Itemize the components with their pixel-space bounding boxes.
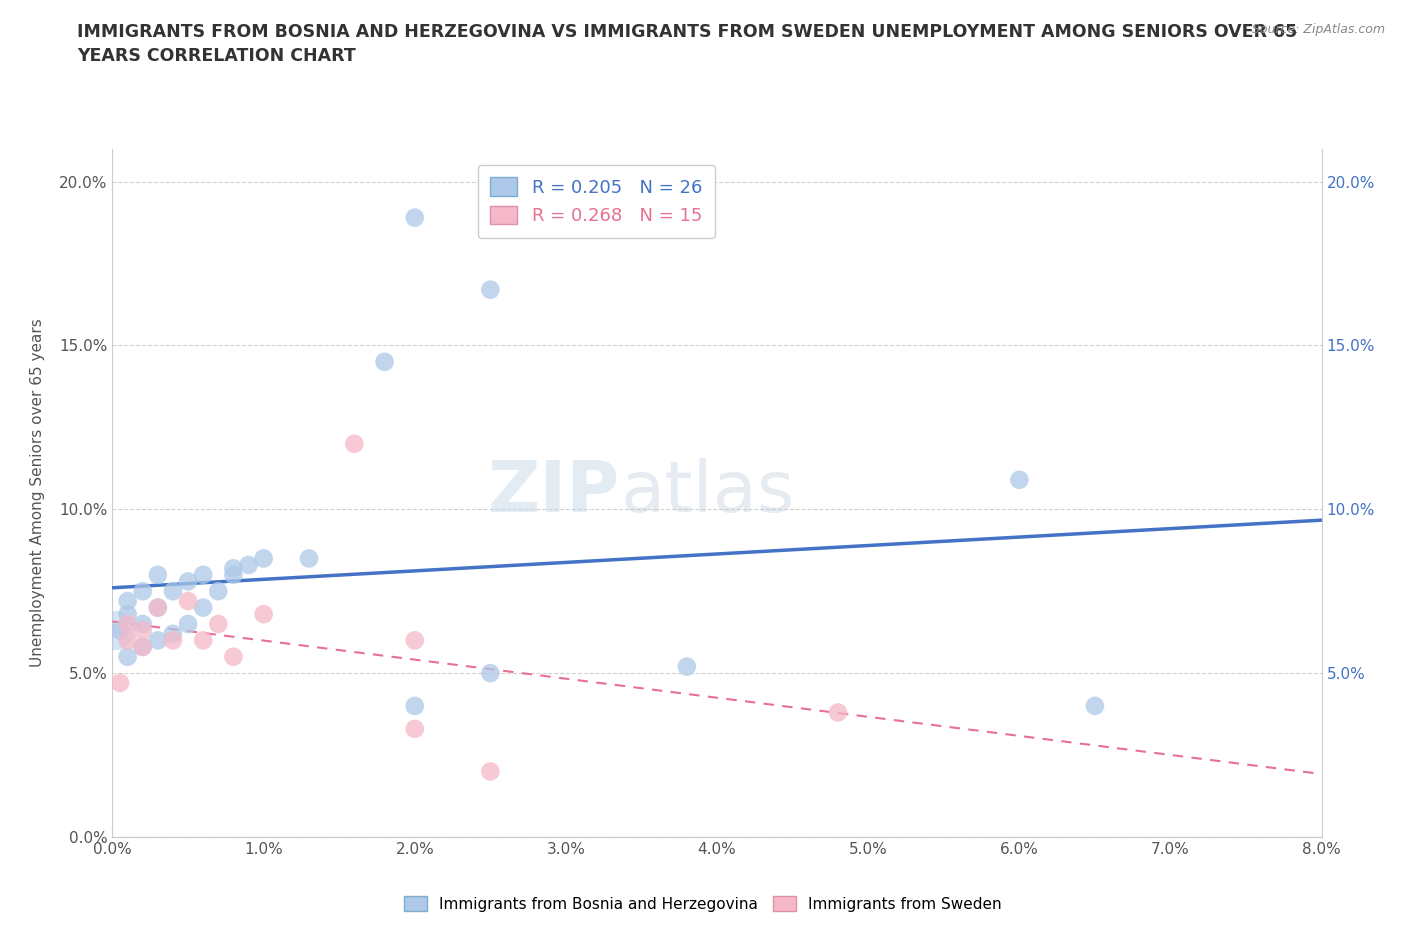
Point: [404, 633, 426, 648]
Point: [222, 561, 245, 576]
Point: [238, 558, 260, 573]
Point: [117, 593, 139, 608]
Point: [117, 633, 139, 648]
Point: [162, 584, 184, 599]
Point: [207, 617, 229, 631]
Point: [132, 640, 155, 655]
Text: atlas: atlas: [620, 458, 794, 527]
Point: [146, 600, 169, 615]
Point: [191, 633, 215, 648]
Legend: Immigrants from Bosnia and Herzegovina, Immigrants from Sweden: Immigrants from Bosnia and Herzegovina, …: [398, 889, 1008, 918]
Point: [108, 675, 131, 690]
Point: [479, 764, 502, 779]
Point: [404, 722, 426, 737]
Point: [108, 623, 131, 638]
Point: [1008, 472, 1031, 487]
Point: [827, 705, 849, 720]
Point: [675, 659, 697, 674]
Point: [162, 633, 184, 648]
Point: [253, 551, 276, 565]
Point: [132, 640, 155, 655]
Point: [191, 600, 215, 615]
Point: [479, 666, 502, 681]
Point: [404, 698, 426, 713]
Point: [191, 567, 215, 582]
Legend: R = 0.205   N = 26, R = 0.268   N = 15: R = 0.205 N = 26, R = 0.268 N = 15: [478, 165, 714, 238]
Point: [253, 606, 276, 621]
Point: [117, 606, 139, 621]
Point: [177, 574, 200, 589]
Point: [298, 551, 321, 565]
Point: [132, 584, 155, 599]
Point: [104, 623, 127, 638]
Point: [373, 354, 396, 369]
Point: [117, 649, 139, 664]
Point: [146, 633, 169, 648]
Point: [162, 627, 184, 642]
Point: [222, 567, 245, 582]
Point: [132, 617, 155, 631]
Point: [177, 593, 200, 608]
Point: [146, 600, 169, 615]
Text: Source: ZipAtlas.com: Source: ZipAtlas.com: [1251, 23, 1385, 36]
Text: ZIP: ZIP: [488, 458, 620, 527]
Point: [404, 210, 426, 225]
Text: IMMIGRANTS FROM BOSNIA AND HERZEGOVINA VS IMMIGRANTS FROM SWEDEN UNEMPLOYMENT AM: IMMIGRANTS FROM BOSNIA AND HERZEGOVINA V…: [77, 23, 1298, 65]
Point: [132, 623, 155, 638]
Point: [207, 584, 229, 599]
Point: [117, 617, 139, 631]
Point: [1084, 698, 1107, 713]
Point: [177, 617, 200, 631]
Point: [479, 283, 502, 298]
Point: [222, 649, 245, 664]
Point: [343, 436, 366, 451]
Point: [146, 567, 169, 582]
Y-axis label: Unemployment Among Seniors over 65 years: Unemployment Among Seniors over 65 years: [31, 319, 45, 668]
